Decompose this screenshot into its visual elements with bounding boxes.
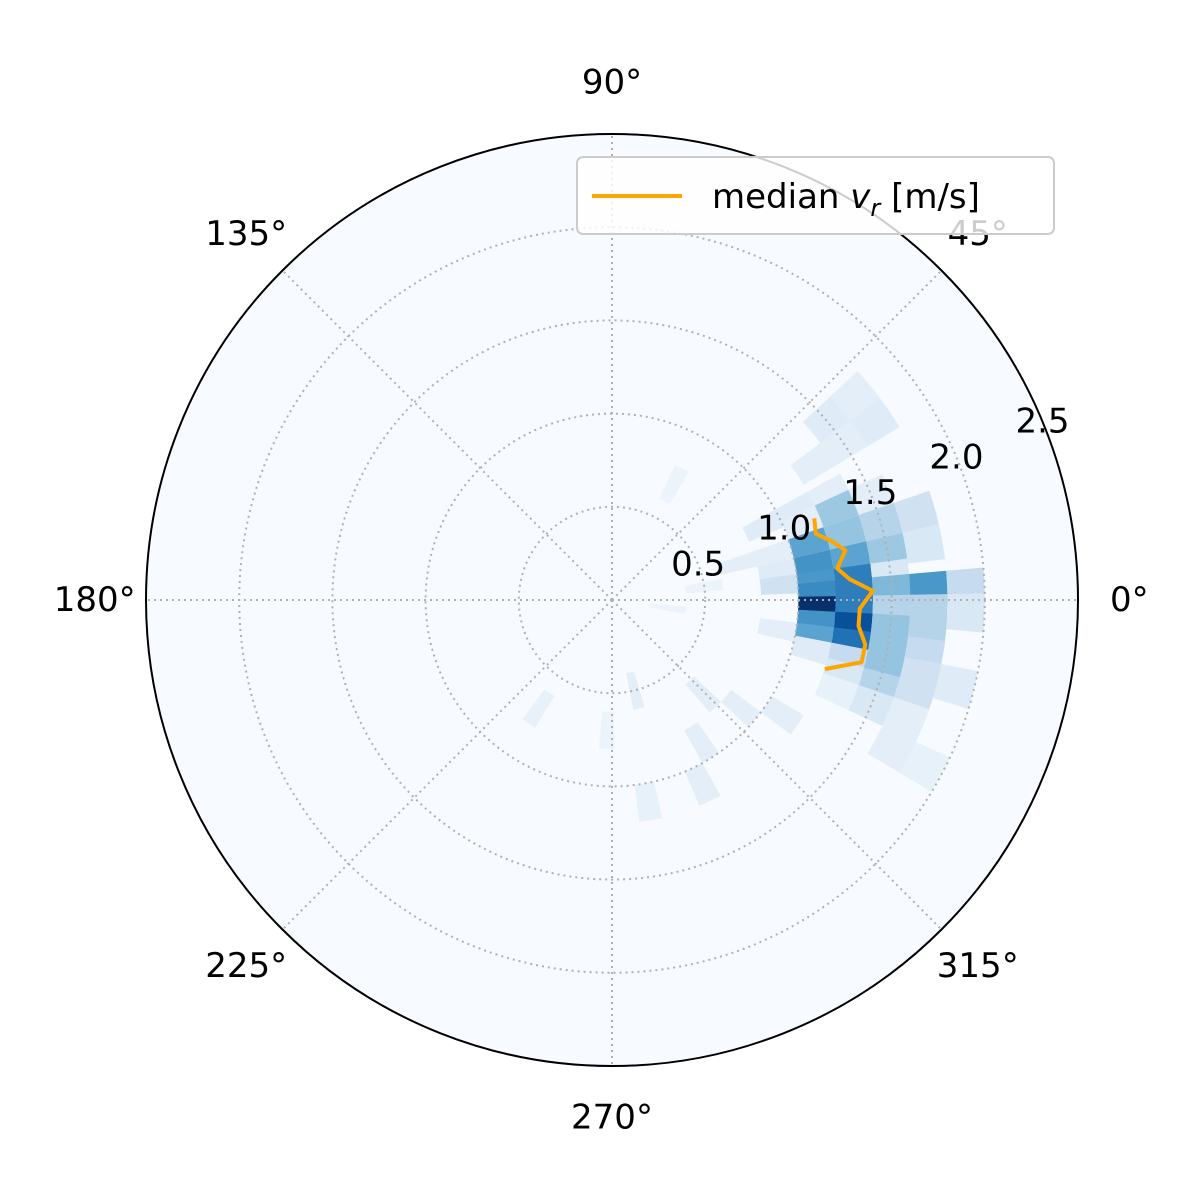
density-bin — [867, 726, 917, 773]
density-bin — [522, 689, 555, 728]
theta-tick-label: 225° — [205, 946, 287, 986]
density-bin — [814, 672, 859, 711]
density-bin — [830, 371, 880, 421]
r-tick-label: 0.5 — [671, 544, 725, 584]
radial-gridline — [331, 319, 893, 881]
tick-labels: 0°45°90°135°180°225°270°315°0.51.01.52.0… — [54, 63, 1149, 1138]
density-bins — [522, 371, 985, 823]
density-bin — [882, 697, 930, 742]
density-bin — [659, 464, 689, 505]
density-bin — [780, 505, 824, 540]
theta-tick-label: 315° — [937, 946, 1019, 986]
density-bin — [775, 491, 818, 528]
density-bin — [850, 398, 900, 447]
theta-tick-label: 135° — [205, 214, 287, 254]
theta-tick-label: 270° — [571, 1097, 653, 1137]
density-bin — [820, 420, 868, 466]
median-line — [812, 518, 875, 672]
density-bin — [721, 689, 761, 728]
legend-label: median vr [m/s] — [712, 177, 980, 222]
polar-grid — [146, 134, 1078, 1066]
density-bin — [899, 741, 950, 793]
density-bin — [752, 539, 794, 567]
density-bin — [684, 722, 719, 764]
density-bin — [685, 676, 722, 713]
density-bin — [648, 603, 687, 615]
legend-frame — [576, 156, 1055, 235]
density-bin — [717, 551, 758, 575]
density-bin — [848, 473, 894, 516]
density-bin — [760, 696, 804, 735]
density-bin — [946, 593, 985, 633]
density-bin — [599, 711, 615, 750]
density-bin — [626, 671, 645, 710]
density-bin — [902, 524, 946, 564]
density-bin — [866, 532, 909, 569]
density-bin — [634, 781, 663, 823]
r-tick-label: 2.0 — [929, 437, 983, 477]
polar-spine — [145, 133, 1079, 1067]
theta-tick-label: 180° — [54, 580, 136, 620]
r-tick-label: 2.5 — [1015, 402, 1069, 442]
legend: median vr [m/s] — [576, 156, 1055, 235]
density-bin — [814, 489, 859, 528]
density-bin — [684, 763, 721, 806]
r-tick-label: 1.0 — [757, 509, 811, 549]
density-bin — [757, 618, 798, 642]
density-bin — [858, 502, 903, 542]
radial-gridline — [517, 505, 707, 695]
density-bin — [759, 574, 799, 595]
theta-tick-label: 0° — [1110, 580, 1149, 620]
density-bin — [790, 635, 832, 666]
density-bin — [932, 664, 978, 709]
density-bin — [893, 490, 939, 533]
median-series — [812, 518, 875, 672]
r-tick-label: 1.5 — [843, 473, 897, 513]
density-bin — [742, 509, 784, 542]
density-bin — [790, 442, 836, 485]
theta-tick-label: 90° — [582, 63, 642, 103]
density-bin — [807, 473, 853, 513]
